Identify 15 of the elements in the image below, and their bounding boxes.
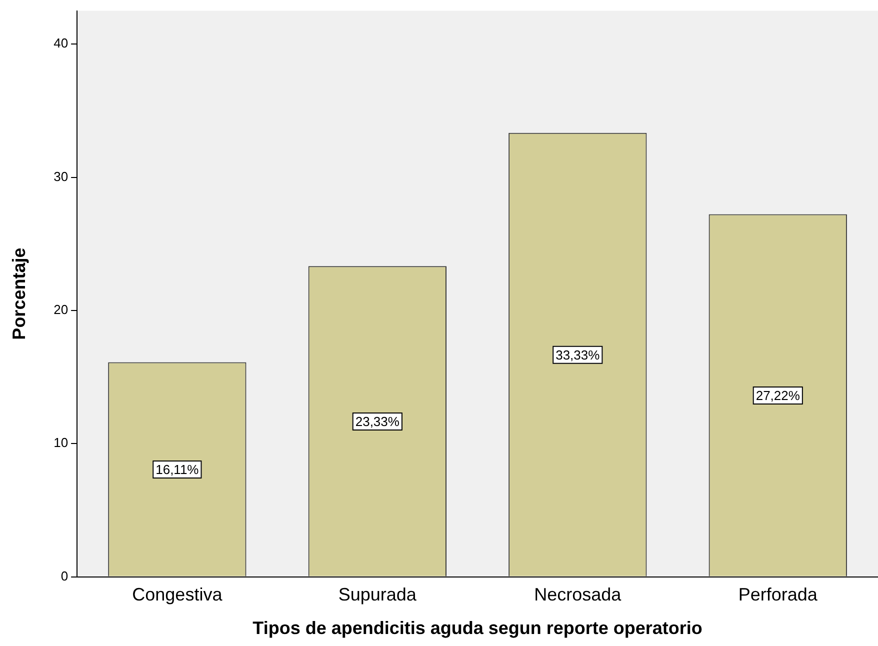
data-label: 23,33% (355, 414, 400, 430)
y-tick-label: 0 (60, 568, 68, 584)
data-label: 33,33% (556, 347, 600, 362)
data-label: 16,11% (156, 462, 200, 478)
x-tick-label: Necrosada (534, 584, 622, 605)
data-label: 27,22% (756, 388, 800, 404)
y-axis-title: Porcentaje (8, 248, 29, 340)
y-tick-label: 30 (54, 168, 68, 184)
x-tick-label: Perforada (738, 584, 818, 605)
x-axis-title: Tipos de apendicitis aguda segun reporte operatorio (252, 618, 702, 638)
y-tick-label: 20 (54, 302, 68, 318)
x-tick-label: Supurada (338, 584, 418, 605)
x-tick-label: Congestiva (132, 584, 224, 605)
y-tick-label: 40 (54, 36, 68, 51)
y-tick-label: 10 (54, 435, 68, 450)
